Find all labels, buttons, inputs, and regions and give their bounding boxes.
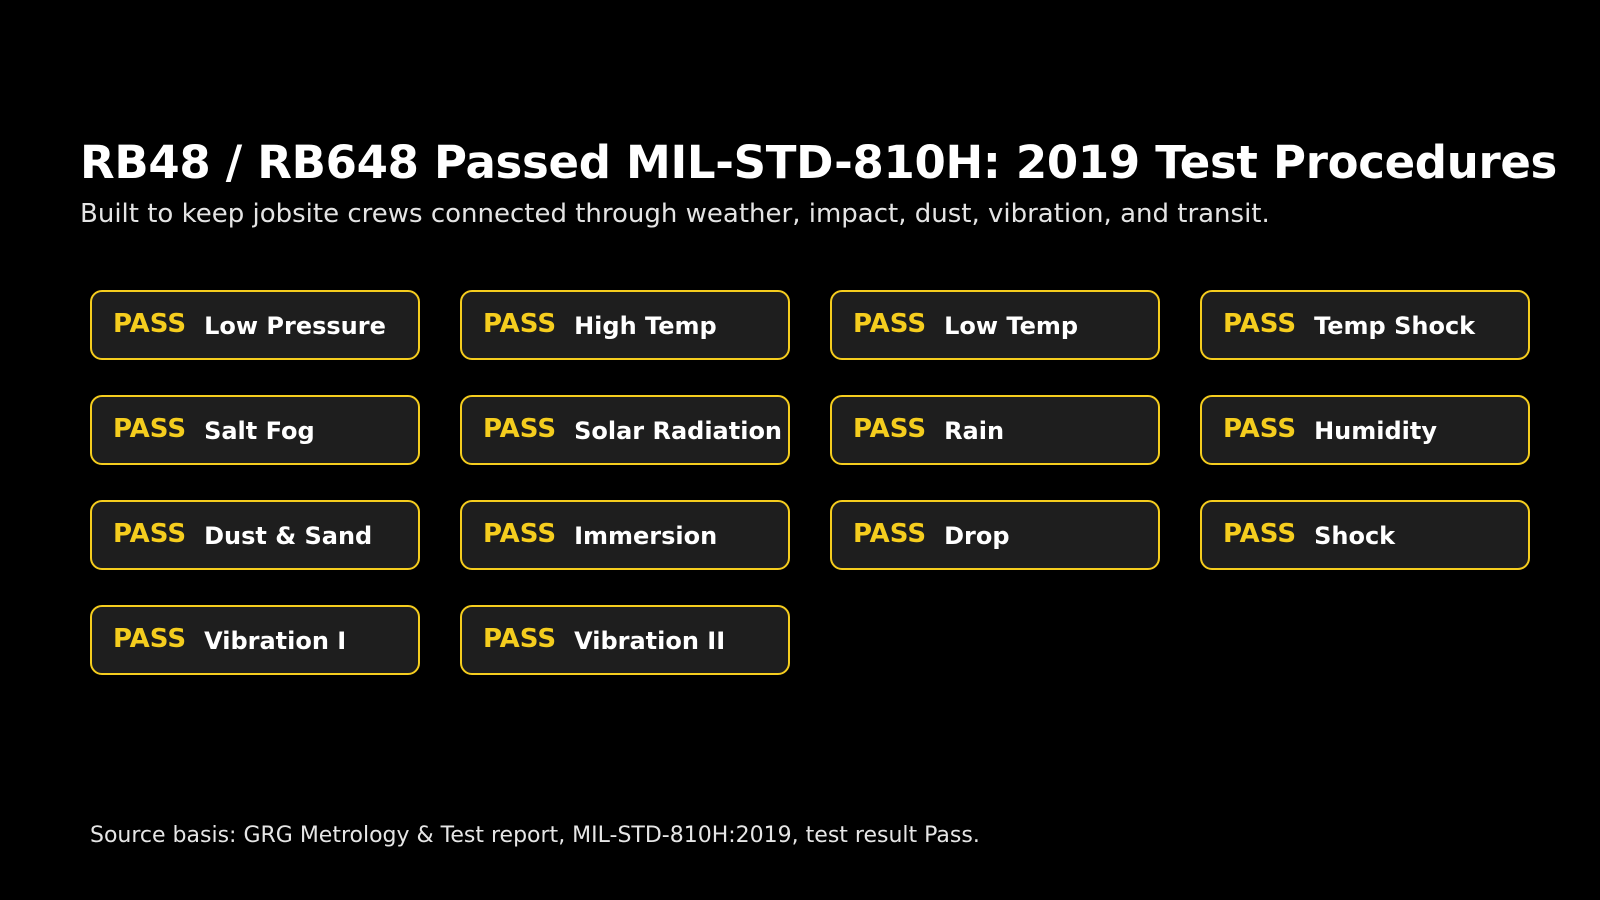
pass-status: PASS xyxy=(483,309,557,339)
test-badge-high-temp: PASS High Temp xyxy=(460,290,790,360)
test-name: Low Pressure xyxy=(204,312,386,340)
test-name: High Temp xyxy=(574,312,717,340)
source-note: Source basis: GRG Metrology & Test repor… xyxy=(90,823,980,848)
pass-status: PASS xyxy=(1223,519,1297,549)
test-badge-immersion: PASS Immersion xyxy=(460,500,790,570)
test-name: Low Temp xyxy=(944,312,1079,340)
test-name: Rain xyxy=(944,417,1005,445)
pass-status: PASS xyxy=(853,309,927,339)
pass-status: PASS xyxy=(483,519,557,549)
test-name: Dust & Sand xyxy=(204,522,373,550)
test-badge-shock: PASS Shock xyxy=(1200,500,1530,570)
test-badge-dust-sand: PASS Dust & Sand xyxy=(90,500,420,570)
pass-status: PASS xyxy=(1223,309,1297,339)
test-name: Vibration I xyxy=(204,627,347,655)
test-badge-rain: PASS Rain xyxy=(830,395,1160,465)
test-name: Salt Fog xyxy=(204,417,315,445)
pass-status: PASS xyxy=(483,414,557,444)
test-badge-vibration-i: PASS Vibration I xyxy=(90,605,420,675)
pass-status: PASS xyxy=(113,414,187,444)
test-badge-vibration-ii: PASS Vibration II xyxy=(460,605,790,675)
test-results-grid: PASS Low Pressure PASS High Temp PASS Lo… xyxy=(90,290,1530,675)
test-badge-salt-fog: PASS Salt Fog xyxy=(90,395,420,465)
pass-status: PASS xyxy=(853,519,927,549)
test-badge-solar-radiation: PASS Solar Radiation xyxy=(460,395,790,465)
test-badge-drop: PASS Drop xyxy=(830,500,1160,570)
pass-status: PASS xyxy=(483,624,557,654)
test-badge-low-pressure: PASS Low Pressure xyxy=(90,290,420,360)
pass-status: PASS xyxy=(113,309,187,339)
pass-status: PASS xyxy=(113,624,187,654)
test-name: Immersion xyxy=(574,522,718,550)
test-name: Temp Shock xyxy=(1314,312,1476,340)
test-name: Shock xyxy=(1314,522,1396,550)
test-badge-temp-shock: PASS Temp Shock xyxy=(1200,290,1530,360)
test-name: Drop xyxy=(944,522,1010,550)
test-name: Humidity xyxy=(1314,417,1438,445)
test-name: Vibration II xyxy=(574,627,726,655)
test-badge-low-temp: PASS Low Temp xyxy=(830,290,1160,360)
page-title: RB48 / RB648 Passed MIL-STD-810H: 2019 T… xyxy=(80,136,1558,189)
pass-status: PASS xyxy=(113,519,187,549)
pass-status: PASS xyxy=(853,414,927,444)
test-name: Solar Radiation xyxy=(574,417,783,445)
page-subtitle: Built to keep jobsite crews connected th… xyxy=(80,199,1270,229)
test-badge-humidity: PASS Humidity xyxy=(1200,395,1530,465)
pass-status: PASS xyxy=(1223,414,1297,444)
